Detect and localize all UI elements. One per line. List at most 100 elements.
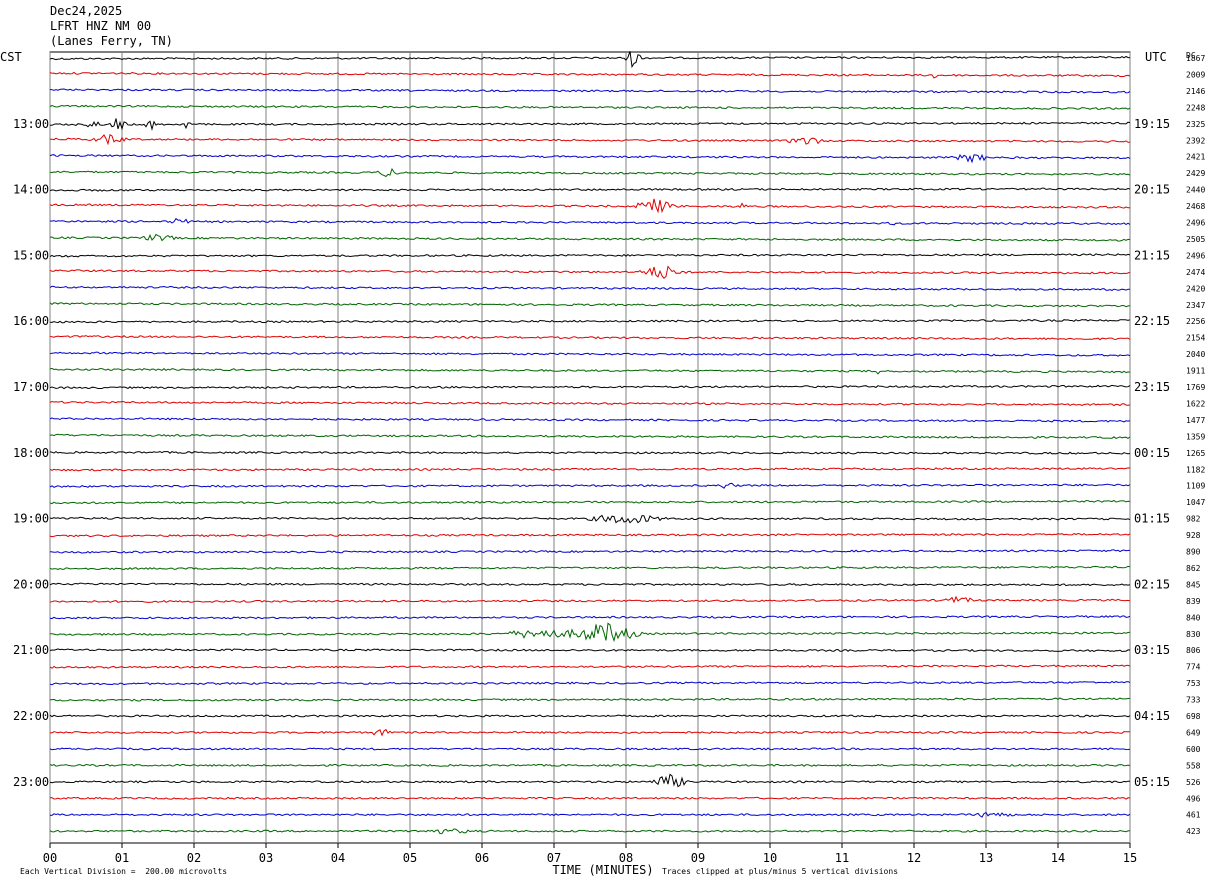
seismic-trace xyxy=(49,319,1131,324)
seismic-trace xyxy=(49,697,1131,702)
plot-date: Dec24,2025 xyxy=(50,4,123,18)
seismic-trace xyxy=(49,648,1131,653)
utc-hour-label: 02:15 xyxy=(1134,577,1170,591)
x-tick-label: 02 xyxy=(187,851,201,865)
cst-hour-label: 19:00 xyxy=(13,512,49,526)
seismic-trace xyxy=(49,747,1131,751)
cst-hour-label: 14:00 xyxy=(13,183,49,197)
dc-offset-label: 928 xyxy=(1186,531,1201,540)
x-tick-label: 11 xyxy=(835,851,849,865)
utc-hour-label: 23:15 xyxy=(1134,380,1170,394)
cst-hour-label: 13:00 xyxy=(13,117,49,131)
x-axis-label: TIME (MINUTES) xyxy=(552,863,653,877)
x-tick-label: 04 xyxy=(331,851,345,865)
dc-offset-label: 982 xyxy=(1186,515,1201,524)
seismic-trace xyxy=(49,728,1130,737)
dc-offset-label: 890 xyxy=(1186,548,1201,557)
seismic-trace xyxy=(49,367,1131,375)
seismic-trace xyxy=(49,51,1131,69)
dc-offset-label: 753 xyxy=(1186,679,1201,688)
dc-offset-label: 1265 xyxy=(1186,449,1205,458)
cst-hour-label: 20:00 xyxy=(13,577,49,591)
dc-offset-label: 1769 xyxy=(1186,383,1205,392)
seismic-trace xyxy=(49,796,1131,800)
cst-hour-label: 15:00 xyxy=(13,248,49,262)
seismic-trace xyxy=(49,532,1131,538)
cst-hour-label: 21:00 xyxy=(13,643,49,657)
seismic-trace xyxy=(49,302,1131,308)
seismic-trace xyxy=(49,773,1130,788)
utc-hour-label: 04:15 xyxy=(1134,709,1170,723)
dc-offset-label: 839 xyxy=(1186,597,1201,606)
dc-offset-label: 1911 xyxy=(1186,367,1205,376)
x-tick-label: 09 xyxy=(691,851,705,865)
x-tick-label: 05 xyxy=(403,851,417,865)
seismic-trace xyxy=(49,253,1131,258)
dc-offset-label: 2496 xyxy=(1186,251,1205,260)
dc-offset-label: 2248 xyxy=(1186,103,1205,112)
x-tick-label: 12 xyxy=(907,851,921,865)
cst-hour-label: 16:00 xyxy=(13,314,49,328)
seismic-trace xyxy=(49,233,1131,242)
dc-offset-label: 2421 xyxy=(1186,153,1205,162)
dc-offset-label: 1622 xyxy=(1186,399,1205,408)
cst-hour-label: 22:00 xyxy=(13,709,49,723)
dc-offset-label: 2256 xyxy=(1186,317,1205,326)
dc-offset-label: 806 xyxy=(1186,646,1201,655)
seismic-trace xyxy=(49,335,1131,341)
x-tick-label: 03 xyxy=(259,851,273,865)
dc-offset-label: 2009 xyxy=(1186,70,1205,79)
seismic-trace xyxy=(49,828,1131,835)
dc-header-label: DC xyxy=(1186,51,1196,60)
seismic-trace xyxy=(49,134,1131,146)
dc-offset-label: 2154 xyxy=(1186,334,1205,343)
dc-offset-label: 698 xyxy=(1186,712,1201,721)
x-tick-label: 01 xyxy=(115,851,129,865)
seismic-trace xyxy=(49,467,1131,472)
dc-offset-label: 2347 xyxy=(1186,301,1205,310)
seismic-trace xyxy=(49,482,1131,489)
utc-hour-label: 20:15 xyxy=(1134,183,1170,197)
seismic-trace xyxy=(49,622,1131,643)
utc-hour-label: 05:15 xyxy=(1134,775,1170,789)
seismic-trace xyxy=(49,714,1131,718)
dc-offset-label: 2146 xyxy=(1186,87,1205,96)
seismic-trace xyxy=(49,167,1131,178)
x-tick-label: 08 xyxy=(619,851,633,865)
seismic-trace xyxy=(49,417,1131,423)
dc-offset-label: 1047 xyxy=(1186,498,1205,507)
dc-offset-label: 1867 xyxy=(1186,54,1205,63)
cst-hour-label: 17:00 xyxy=(13,380,49,394)
utc-hour-label: 19:15 xyxy=(1134,117,1170,131)
seismic-trace xyxy=(49,595,1131,604)
seismic-trace xyxy=(49,450,1131,455)
station-code: LFRT HNZ NM 00 xyxy=(50,19,152,33)
seismic-trace xyxy=(49,763,1131,767)
x-tick-label: 06 xyxy=(475,851,489,865)
cst-hour-label: 18:00 xyxy=(13,446,49,460)
x-tick-label: 10 xyxy=(763,851,777,865)
dc-offset-label: 2420 xyxy=(1186,284,1205,293)
right-timezone-label: UTC xyxy=(1145,50,1167,64)
station-location: (Lanes Ferry, TN) xyxy=(50,34,173,48)
dc-offset-label: 496 xyxy=(1186,794,1201,803)
left-timezone-label: CST xyxy=(0,50,22,64)
dc-offset-label: 558 xyxy=(1186,761,1201,770)
utc-hour-label: 21:15 xyxy=(1134,248,1170,262)
x-tick-label: 07 xyxy=(547,851,561,865)
dc-offset-label: 2392 xyxy=(1186,136,1205,145)
seismic-trace xyxy=(49,811,1131,818)
seismic-trace xyxy=(49,71,1131,79)
seismic-trace xyxy=(49,153,1131,164)
dc-offset-label: 423 xyxy=(1186,827,1201,836)
seismic-trace xyxy=(49,549,1131,554)
x-tick-label: 00 xyxy=(43,851,57,865)
dc-offset-label: 600 xyxy=(1186,745,1201,754)
dc-offset-label: 2474 xyxy=(1186,268,1205,277)
utc-hour-label: 01:15 xyxy=(1134,512,1170,526)
clip-note: Traces clipped at plus/minus 5 vertical … xyxy=(662,867,899,876)
seismic-trace xyxy=(49,400,1131,407)
dc-offset-label: 1182 xyxy=(1186,465,1205,474)
seismic-trace xyxy=(49,351,1131,357)
